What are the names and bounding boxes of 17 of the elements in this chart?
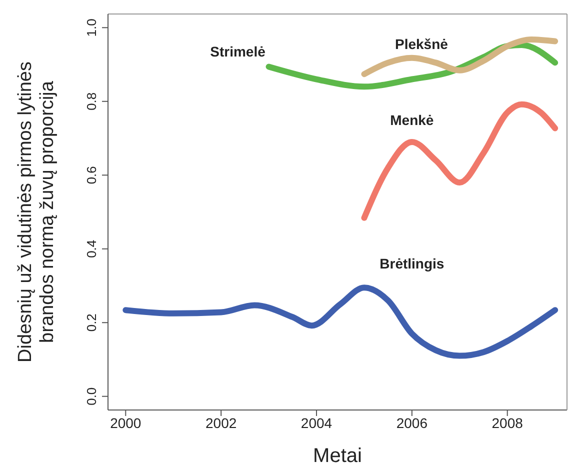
y-tick-label: 0.8 (84, 92, 99, 110)
x-axis-title: Metai (313, 445, 362, 467)
y-tick-label: 0.4 (84, 240, 99, 258)
series-label: Plekšnė (395, 36, 448, 52)
x-tick-label: 2004 (300, 414, 332, 431)
series-label: Brėtlingis (380, 256, 444, 272)
y-axis-title: Didesnių už vidutinės pirmos lytinės brandos normą žuvų proporcija (15, 62, 58, 362)
x-tick-label: 2006 (396, 414, 428, 431)
series-label: Strimelė (210, 44, 266, 60)
x-tick-label: 2000 (110, 414, 142, 431)
series-label: Menkė (390, 112, 434, 128)
y-tick-label: 1.0 (84, 18, 99, 37)
y-tick-label: 0.0 (84, 387, 99, 406)
x-tick-label: 2008 (492, 414, 524, 431)
y-tick-label: 0.6 (84, 166, 99, 184)
x-tick-label: 2002 (206, 414, 237, 431)
y-tick-label: 0.2 (84, 314, 99, 332)
